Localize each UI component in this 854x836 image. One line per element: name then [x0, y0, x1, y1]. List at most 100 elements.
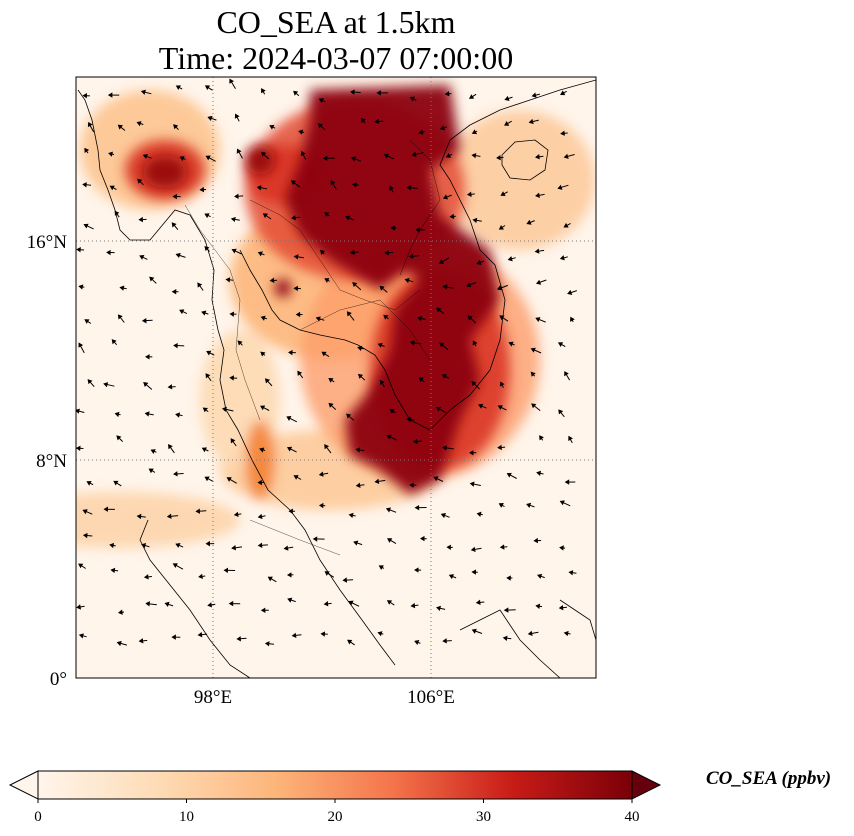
wind-vector-head	[568, 435, 573, 441]
wind-vector-head	[76, 604, 82, 610]
wind-vector-head	[563, 153, 569, 159]
wind-vector-head	[406, 185, 412, 191]
wind-vector-head	[475, 599, 481, 606]
wind-vector-head	[345, 215, 351, 221]
wind-vector-head	[136, 121, 142, 127]
lon-tick-106e: 106°E	[407, 687, 455, 708]
wind-vector-head	[471, 153, 477, 159]
wind-vector-head	[468, 94, 475, 99]
wind-vector-head	[385, 507, 391, 513]
wind-vector-head	[323, 601, 329, 607]
wind-vector-head	[472, 340, 478, 346]
colorbar-extend-max	[631, 770, 662, 800]
wind-vector-head	[442, 284, 448, 290]
wind-vector-head	[167, 384, 173, 390]
wind-vector-head	[347, 639, 353, 645]
wind-vector-head	[205, 373, 211, 379]
wind-vector-head	[286, 572, 292, 578]
wind-vector-head	[257, 479, 262, 486]
wind-vector-head	[298, 129, 304, 135]
wind-vector-head	[383, 153, 389, 159]
wind-vector-head	[324, 444, 330, 450]
wind-vector-head	[442, 194, 448, 200]
wind-vectors	[76, 78, 577, 647]
wind-vector-head	[286, 446, 293, 452]
wind-vector-head	[257, 251, 263, 257]
wind-vector-head	[471, 569, 477, 575]
wind-vector-head	[197, 282, 203, 288]
wind-vector-head	[441, 374, 447, 379]
wind-vector-head	[435, 406, 442, 412]
lat-tick-8n: 8°N	[36, 451, 67, 472]
map-title-line1: CO_SEA at 1.5km	[216, 4, 456, 40]
wind-vector-head	[328, 402, 334, 408]
wind-vector-head	[352, 182, 357, 188]
wind-vector-head	[207, 602, 213, 608]
wind-vector-head	[103, 382, 109, 388]
wind-vector-head	[257, 542, 263, 548]
wind-vector-head	[352, 282, 358, 288]
wind-vector-head	[138, 216, 143, 223]
wind-vector-head	[234, 193, 239, 199]
wind-vector-head	[179, 309, 185, 315]
wind-vector-head	[204, 85, 211, 91]
wind-vector-head	[360, 117, 366, 123]
wind-vector-head	[113, 480, 119, 486]
wind-vector-head	[86, 480, 92, 486]
wind-vector-head	[442, 445, 447, 451]
wind-vector-head	[173, 124, 179, 130]
wind-vector-head	[350, 89, 355, 95]
colorbar-label: CO_SEA (ppbv)	[706, 768, 832, 789]
wind-vector-head	[389, 409, 395, 414]
wind-vector-head	[173, 342, 178, 349]
wind-vector-head	[442, 638, 447, 644]
wind-vector-head	[288, 349, 293, 356]
wind-vector-head	[315, 316, 321, 322]
wind-vector-head	[143, 381, 149, 388]
wind-vector-head	[78, 563, 84, 569]
wind-vector-head	[172, 563, 178, 569]
wind-vector-head	[293, 90, 299, 96]
wind-vector-head	[103, 506, 109, 512]
colorbar-tick-0: 0	[34, 809, 42, 825]
wind-vector-head	[466, 191, 472, 198]
wind-vector-head	[378, 565, 384, 571]
wind-vector-head	[357, 373, 364, 379]
wind-vector-head	[558, 409, 564, 415]
wind-vector-head	[233, 511, 239, 517]
wind-vector-head	[350, 156, 357, 162]
lat-tick-16n: 16°N	[27, 232, 68, 253]
wind-vector-head	[141, 542, 147, 549]
wind-vector-head	[267, 576, 273, 582]
wind-vector-head	[204, 213, 210, 219]
wind-vector-head	[205, 155, 211, 161]
wind-vector-head	[320, 631, 326, 637]
wind-vector-head	[376, 90, 381, 96]
wind-vector-head	[383, 314, 389, 320]
wind-vector-head	[446, 544, 451, 551]
wind-vector-head	[84, 319, 90, 324]
wind-vector-head	[148, 468, 154, 474]
wind-vector-head	[287, 597, 293, 603]
wind-vector-head	[260, 405, 266, 411]
wind-vector-head	[570, 316, 575, 322]
wind-vector-head	[507, 256, 513, 262]
wind-vector-head	[374, 478, 380, 484]
wind-vector-head	[171, 289, 177, 295]
wind-vector-head	[320, 249, 326, 255]
wind-vector-head	[139, 255, 145, 260]
wind-vector-head	[379, 285, 385, 291]
wind-vector-head	[117, 124, 123, 130]
wind-vector-head	[116, 435, 122, 441]
wind-vector-head	[119, 285, 125, 291]
wind-vector-head	[417, 315, 422, 322]
wind-vector-head	[536, 573, 543, 579]
wind-vector-head	[559, 545, 564, 551]
wind-vector-head	[168, 444, 173, 450]
wind-vector-head	[466, 282, 472, 288]
wind-vector-head	[228, 600, 234, 607]
wind-vector-head	[535, 279, 542, 285]
wind-vector-head	[82, 532, 88, 539]
wind-vector-head	[269, 277, 275, 284]
wind-vector-head	[535, 154, 540, 160]
